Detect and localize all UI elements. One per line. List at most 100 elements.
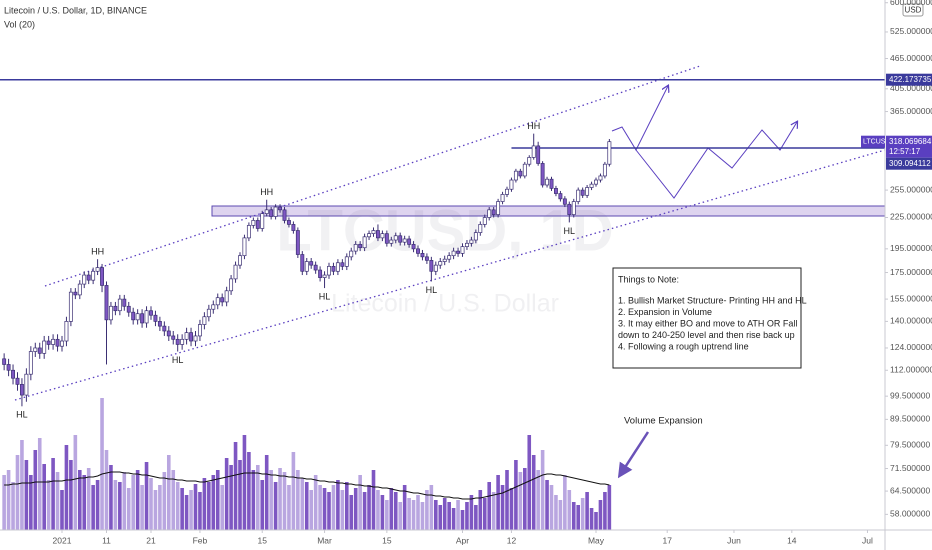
candle-body: [540, 163, 545, 186]
x-tick-label: Feb: [193, 535, 208, 545]
volume-bar: [411, 500, 416, 530]
volume-bar: [91, 485, 95, 530]
candle-body: [64, 321, 69, 342]
candle-body: [367, 233, 372, 238]
candle-body: [153, 314, 158, 322]
volume-bar: [509, 488, 514, 530]
candle-body: [433, 264, 438, 272]
candle-body: [229, 278, 234, 292]
volume-bar: [251, 470, 256, 530]
volume-bar: [514, 460, 518, 530]
structure-label: HH: [91, 247, 104, 257]
candle-body: [100, 267, 104, 286]
candle-body: [313, 264, 318, 271]
candle-body: [108, 305, 113, 321]
volume-bar: [264, 455, 269, 530]
candle-body: [28, 351, 33, 375]
volume-bar: [505, 470, 509, 530]
volume-bar: [447, 502, 451, 530]
candle-body: [602, 163, 607, 177]
x-tick-label: 15: [382, 535, 392, 545]
candle-body: [291, 224, 296, 231]
volume-bar: [140, 485, 144, 530]
candle-body: [353, 244, 358, 252]
structure-label: HL: [16, 410, 28, 420]
volume-bar: [362, 492, 367, 530]
candle-body: [358, 244, 363, 249]
notes-line: 3. It may either BO and move to ATH OR F…: [618, 318, 797, 328]
volume-bar: [46, 480, 51, 530]
candle-body: [594, 179, 598, 185]
volume-ma: [4, 471, 610, 500]
plot: HL HH HL HH HL HL HH HL: [0, 78, 885, 530]
candle-body: [411, 244, 416, 250]
candle-body: [166, 330, 171, 337]
candle-body: [273, 206, 278, 217]
candle-body: [15, 377, 20, 385]
volume-bar: [460, 510, 465, 530]
volume-bar: [594, 512, 598, 530]
candle-body: [131, 311, 136, 321]
candle-body: [233, 264, 238, 280]
candle-body: [482, 217, 487, 225]
structure-label: HL: [172, 355, 184, 365]
candle-body: [567, 203, 572, 215]
candle-body: [149, 310, 153, 316]
watermark-name: Litecoin / U.S. Dollar: [331, 290, 559, 318]
volume-bar: [73, 435, 78, 530]
candle-body: [562, 198, 567, 205]
volume-bar: [585, 492, 589, 530]
volume-bar: [229, 465, 233, 530]
candle-body: [429, 260, 434, 272]
volume-bar: [175, 482, 180, 530]
candle-body: [527, 157, 532, 165]
volume-bar: [269, 470, 273, 530]
volume-bar: [55, 472, 60, 530]
volume-bar: [215, 470, 220, 530]
candle-body: [491, 209, 496, 215]
candle-body: [309, 261, 314, 266]
volume-bar: [545, 480, 549, 530]
candle-body: [224, 290, 229, 303]
volume-bar: [109, 465, 113, 530]
volume-bar: [82, 475, 87, 530]
volume-bar: [327, 492, 331, 530]
candle-body: [55, 338, 60, 347]
candle-body: [157, 321, 162, 327]
candle-body: [607, 141, 612, 165]
candle-body: [478, 224, 483, 233]
resistance-label: 422.173735: [889, 75, 932, 84]
y-tick-label: 175.000000: [890, 267, 932, 277]
candle-body: [424, 256, 429, 261]
candle-body: [509, 179, 514, 190]
x-tick-label: Mar: [317, 535, 332, 545]
x-tick-label: 21: [146, 535, 156, 545]
volume-bar: [367, 485, 371, 530]
candle-body: [202, 316, 207, 325]
structure-label: HL: [319, 291, 331, 301]
candle-body: [344, 256, 349, 267]
candle-body: [576, 189, 581, 202]
candle-body: [545, 178, 550, 186]
candle-body: [77, 283, 82, 296]
candle-body: [11, 369, 15, 379]
volume-bar: [149, 478, 153, 530]
volume-bar: [527, 435, 532, 530]
volume-bar: [416, 495, 420, 530]
symbol-label: LTCUSD: [863, 139, 890, 146]
volume-bar: [242, 435, 247, 530]
volume-bar: [496, 475, 500, 530]
candle-body: [24, 373, 29, 396]
y-tick-label: 99.500000: [890, 390, 930, 400]
x-tick-label: 11: [102, 535, 111, 545]
y-tick-label: 71.500000: [890, 463, 930, 473]
y-tick-label: 365.000000: [890, 106, 932, 116]
volume-bar: [300, 478, 305, 530]
volume-pane: [2, 398, 612, 530]
volume-bar: [144, 462, 149, 530]
volume-bar: [60, 490, 64, 530]
volume-bar: [491, 492, 496, 530]
volume-bar: [380, 495, 385, 530]
volume-bar: [198, 492, 202, 530]
x-tick-label: Jun: [727, 535, 741, 545]
